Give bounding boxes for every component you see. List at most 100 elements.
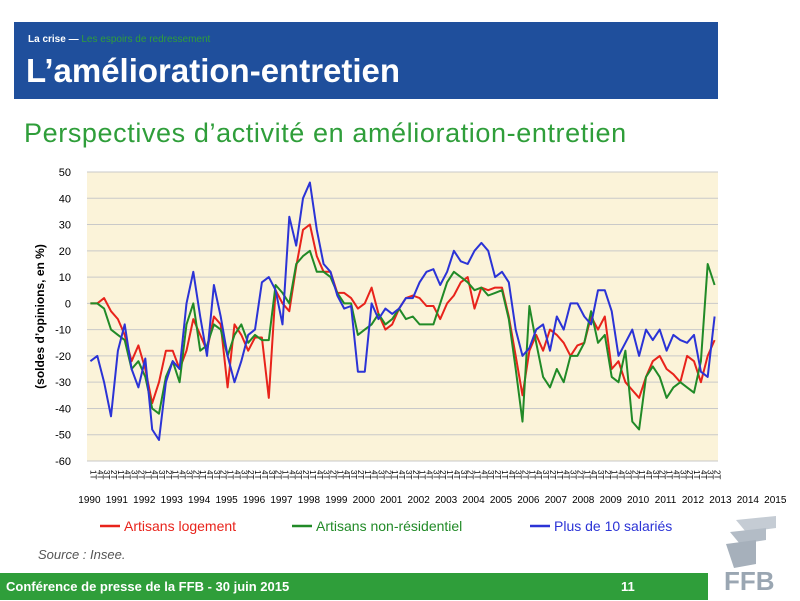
x-tick-quarter: 1T [473, 470, 482, 479]
y-tick-label: 30 [59, 220, 71, 232]
x-tick-quarter: 2T [164, 470, 173, 479]
x-tick-quarter: 3T [514, 470, 523, 479]
x-tick-quarter: 2T [685, 470, 694, 479]
legend-label: Artisans non-résidentiel [316, 518, 462, 534]
x-tick-quarter: 4T [150, 470, 159, 479]
x-tick-quarter: 1T [88, 470, 97, 479]
x-tick-year: 2011 [655, 495, 677, 506]
x-tick-quarter: 3T [102, 470, 111, 479]
footer-text: Conférence de presse de la FFB - 30 juin… [6, 579, 290, 594]
x-tick-quarter: 3T [157, 470, 166, 479]
x-tick-year: 2010 [627, 495, 650, 506]
x-tick-year: 2013 [709, 495, 732, 506]
x-tick-quarter: 3T [212, 470, 221, 479]
x-tick-quarter: 2T [328, 470, 337, 479]
x-tick-year: 1996 [243, 495, 266, 506]
x-tick-quarter: 2T [658, 470, 667, 479]
x-tick-quarter: 4T [315, 470, 324, 479]
x-tick-quarter: 3T [678, 470, 687, 479]
x-tick-quarter: 4T [370, 470, 379, 479]
x-tick-quarter: 4T [425, 470, 434, 479]
logo-shape-middle [730, 528, 766, 544]
x-tick-quarter: 2T [191, 470, 200, 479]
x-tick-year: 2002 [408, 495, 431, 506]
y-tick-label: 0 [65, 298, 71, 310]
y-tick-label: -50 [55, 430, 71, 442]
series-line [90, 249, 716, 431]
x-tick-quarter: 2T [219, 470, 228, 479]
x-tick-quarter: 4T [205, 470, 214, 479]
x-tick-quarter: 2T [301, 470, 310, 479]
x-tick-quarter: 4T [260, 470, 269, 479]
x-tick-quarter: 4T [644, 470, 653, 479]
x-tick-quarter: 1T [665, 470, 674, 479]
x-tick-quarter: 3T [431, 470, 440, 479]
x-tick-quarter: 3T [486, 470, 495, 479]
x-tick-quarter: 2T [136, 470, 145, 479]
slide-footer: Conférence de presse de la FFB - 30 juin… [0, 573, 708, 600]
x-tick-quarter: 1T [198, 470, 207, 479]
x-tick-quarter: 1T [527, 470, 536, 479]
x-tick-year: 2000 [353, 495, 376, 506]
x-tick-quarter: 4T [562, 470, 571, 479]
x-tick-quarter: 2T [603, 470, 612, 479]
x-tick-quarter: 4T [178, 470, 187, 479]
x-tick-quarter: 3T [569, 470, 578, 479]
x-tick-quarter: 4T [287, 470, 296, 479]
x-tick-quarter: 4T [479, 470, 488, 479]
x-tick-quarter: 3T [267, 470, 276, 479]
x-tick-quarter: 3T [541, 470, 550, 479]
y-tick-label: 50 [59, 167, 71, 179]
x-tick-quarter: 4T [95, 470, 104, 479]
x-tick-quarter: 4T [507, 470, 516, 479]
x-tick-quarter: 1T [390, 470, 399, 479]
x-tick-quarter: 2T [575, 470, 584, 479]
legend-label: Plus de 10 salariés [554, 518, 672, 534]
x-tick-quarter: 4T [534, 470, 543, 479]
x-tick-quarter: 1T [637, 470, 646, 479]
x-tick-quarter: 1T [610, 470, 619, 479]
y-tick-label: -20 [55, 351, 71, 363]
x-tick-year: 2004 [462, 495, 485, 506]
x-tick-quarter: 3T [706, 470, 715, 479]
x-tick-quarter: 3T [322, 470, 331, 479]
ffb-logo: FFB [716, 514, 786, 596]
y-tick-label: 40 [59, 193, 71, 205]
x-tick-year: 2005 [490, 495, 513, 506]
x-tick-quarter: 2T [383, 470, 392, 479]
x-tick-quarter: 4T [699, 470, 708, 479]
logo-text: FFB [724, 566, 775, 596]
x-tick-quarter: 3T [596, 470, 605, 479]
series-line [89, 181, 716, 441]
x-tick-quarter: 3T [459, 470, 468, 479]
page-title: L’amélioration-entretien [26, 52, 401, 89]
x-tick-year: 2015 [764, 495, 787, 506]
y-tick-label: -60 [55, 456, 71, 468]
x-tick-quarter: 1T [171, 470, 180, 479]
x-tick-quarter: 1T [143, 470, 152, 479]
x-tick-quarter: 3T [349, 470, 358, 479]
x-tick-year: 2003 [435, 495, 458, 506]
x-tick-year: 2009 [600, 495, 623, 506]
x-tick-quarter: 4T [397, 470, 406, 479]
logo-shape-bottom [726, 540, 756, 568]
plot-area [87, 172, 718, 461]
x-tick-quarter: 1T [555, 470, 564, 479]
source-note: Source : Insee. [38, 547, 126, 562]
x-tick-quarter: 4T [342, 470, 351, 479]
x-tick-quarter: 2T [411, 470, 420, 479]
x-tick-quarter: 2T [438, 470, 447, 479]
x-tick-year: 2012 [682, 495, 705, 506]
page-number: 11 [621, 579, 635, 594]
y-tick-label: -30 [55, 377, 71, 389]
x-tick-quarter: 3T [623, 470, 632, 479]
x-tick-quarter: 2T [246, 470, 255, 479]
x-tick-quarter: 2T [466, 470, 475, 479]
x-tick-year: 1991 [106, 495, 129, 506]
x-tick-quarter: 4T [452, 470, 461, 479]
x-tick-quarter: 1T [445, 470, 454, 479]
breadcrumb: La crise — Les espoirs de redressement [28, 34, 211, 45]
x-tick-quarter: 4T [589, 470, 598, 479]
x-tick-year: 2008 [572, 495, 595, 506]
